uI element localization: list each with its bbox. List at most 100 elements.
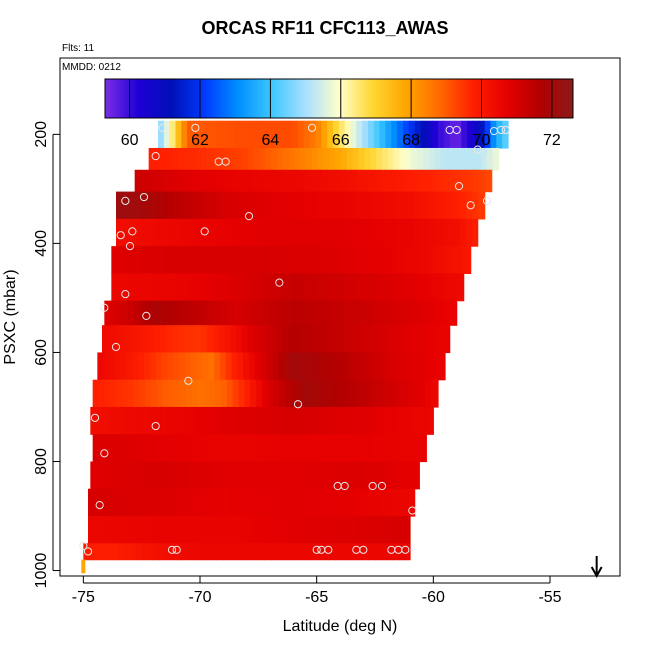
heatmap-cell (344, 169, 352, 193)
heatmap-cell (338, 488, 346, 517)
heatmap-cell (251, 120, 258, 149)
heatmap-cell (305, 543, 312, 561)
heatmap-cell (236, 147, 243, 171)
heatmap-cell (379, 516, 387, 544)
heatmap-cell (370, 325, 377, 354)
heatmap-cell (116, 191, 123, 220)
heatmap-cell (134, 516, 142, 544)
heatmap-cell (113, 406, 121, 435)
heatmap-cell (422, 147, 430, 171)
heatmap-cell (239, 169, 247, 193)
heatmap-cell (107, 325, 115, 354)
heatmap-cell (326, 191, 333, 220)
heatmap-cell (209, 300, 216, 326)
heatmap-cell (228, 488, 235, 517)
sample-point (452, 125, 461, 135)
heatmap-cell (151, 191, 158, 220)
colorbar: 60 62 64 66 68 70 72 (104, 78, 574, 149)
heatmap-cell (153, 543, 160, 561)
heatmap-cell (331, 434, 339, 463)
heatmap-cell (257, 488, 264, 517)
heatmap-cell (243, 352, 250, 381)
heatmap-cell (350, 488, 357, 517)
heatmap-cell (285, 300, 292, 326)
heatmap-cell (256, 434, 263, 463)
heatmap-cell (188, 543, 195, 561)
heatmap-cell (393, 147, 401, 171)
heatmap-cell (123, 488, 130, 517)
heatmap-cell (324, 352, 332, 381)
heatmap-cell (267, 300, 275, 326)
x-axis-label: Latitude (deg N) (283, 618, 398, 635)
heatmap-cell (210, 273, 217, 302)
heatmap-cell (273, 300, 280, 326)
heatmap-cell (177, 461, 185, 490)
sample-point (408, 506, 417, 515)
heatmap-cell (484, 120, 492, 149)
heatmap-cell (274, 273, 282, 302)
heatmap-cell (152, 169, 159, 193)
x-tick-label: -60 (422, 589, 445, 606)
heatmap-cell (258, 543, 265, 561)
heatmap-cell (228, 169, 235, 193)
heatmap-cell (399, 325, 406, 354)
heatmap-cell (274, 120, 282, 149)
heatmap-cell (210, 488, 217, 517)
heatmap-cell (403, 488, 410, 517)
heatmap-cell (214, 352, 221, 381)
heatmap-cell (408, 516, 411, 544)
heatmap-cell (224, 406, 231, 435)
heatmap-cell (268, 516, 276, 544)
heatmap-cell (403, 246, 410, 274)
heatmap-cell (335, 325, 342, 354)
heatmap-cell (180, 379, 187, 408)
heatmap-cell (230, 461, 237, 490)
heatmap-cell (282, 406, 290, 435)
sample-point (172, 545, 181, 554)
heatmap-cell (408, 273, 416, 302)
heatmap-cell (151, 300, 158, 326)
heatmap-cell (119, 406, 126, 435)
heatmap-cell (285, 434, 292, 463)
heatmap-cell (112, 543, 119, 561)
heatmap-cell (315, 273, 322, 302)
heatmap-cell (317, 461, 325, 490)
heatmap-cell (282, 147, 290, 171)
heatmap-cell (321, 516, 328, 544)
heatmap-cell (291, 218, 298, 247)
heatmap-cell (242, 406, 249, 435)
heatmap-cell (357, 543, 364, 561)
sample-point (454, 182, 464, 191)
heatmap-cell (280, 273, 287, 302)
heatmap-cell (267, 379, 275, 408)
heatmap-cell (88, 488, 95, 517)
heatmap-cell (309, 246, 317, 274)
heatmap-cell (254, 352, 262, 381)
heatmap-cell (186, 379, 193, 408)
heatmap-cell (337, 218, 345, 247)
heatmap-cell (273, 434, 280, 463)
heatmap-cell (197, 300, 205, 326)
heatmap-cell (162, 300, 170, 326)
heatmap-cell (197, 379, 205, 408)
heatmap-cell (209, 379, 216, 408)
heatmap-cell (194, 543, 201, 561)
heatmap-cell (110, 300, 117, 326)
heatmap-cell (245, 120, 252, 149)
heatmap-cell (191, 218, 199, 247)
heatmap-cell (407, 218, 415, 247)
heatmap-cell (275, 543, 283, 561)
heatmap-cell (145, 379, 152, 408)
sample-point (184, 376, 193, 385)
heatmap-cell (158, 273, 165, 302)
heatmap-cell (425, 218, 432, 247)
heatmap-cell (158, 516, 165, 544)
heatmap-cell (294, 406, 301, 435)
heatmap-cell (280, 120, 287, 149)
heatmap-cell (134, 488, 142, 517)
heatmap-cell (337, 191, 345, 220)
sample-point (401, 545, 410, 554)
heatmap-cell (310, 543, 318, 561)
heatmap-cell (210, 516, 217, 544)
sample-point (95, 501, 104, 510)
